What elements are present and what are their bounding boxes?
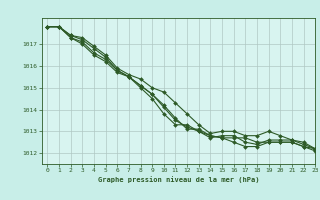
X-axis label: Graphe pression niveau de la mer (hPa): Graphe pression niveau de la mer (hPa) bbox=[98, 176, 259, 183]
